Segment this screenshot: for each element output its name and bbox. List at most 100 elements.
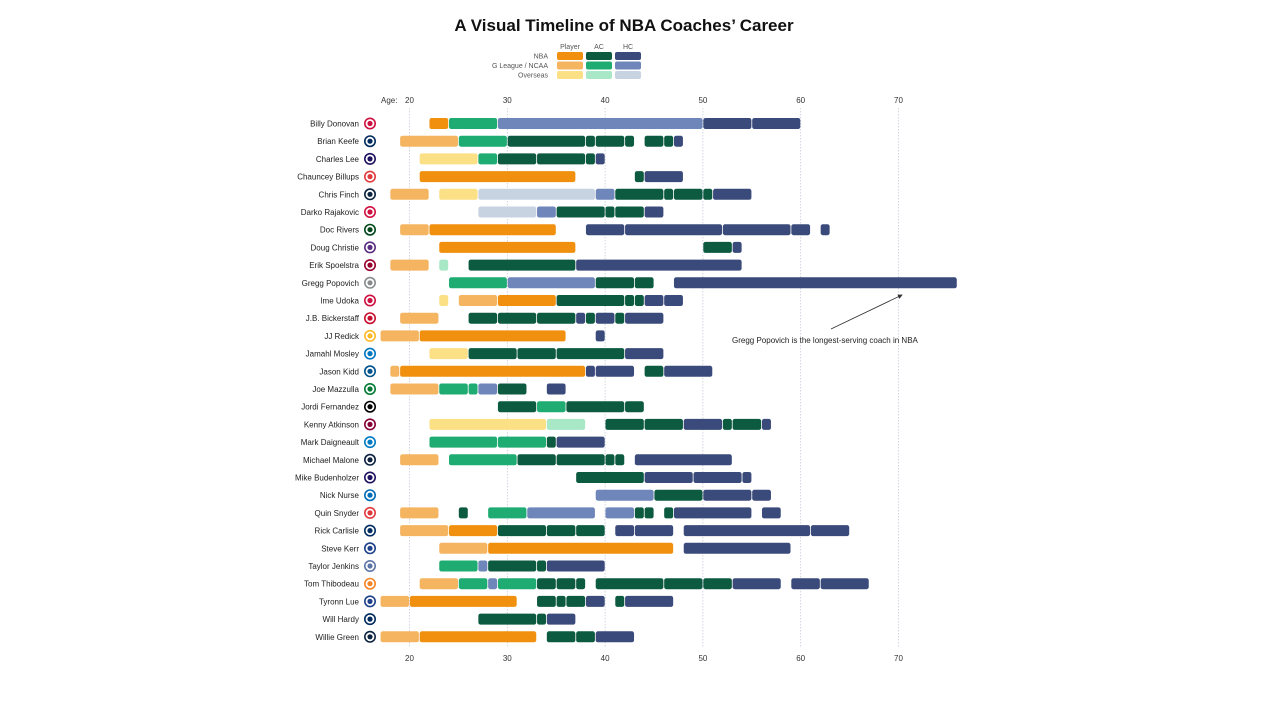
- legend-swatch-player-g-league-ncaa: [557, 61, 583, 70]
- coach-name: JJ Redick: [324, 332, 360, 341]
- coach-name: Rick Carlisle: [315, 527, 360, 536]
- coach-row-billy-donovan: Billy Donovan: [310, 117, 801, 130]
- coach-row-jordi-fernandez: Jordi Fernandez: [301, 400, 644, 413]
- chart-title: A Visual Timeline of NBA Coaches’ Career: [454, 16, 794, 35]
- team-logo-icon-center: [367, 404, 373, 410]
- career-bar-player-g-league-ncaa: [400, 525, 449, 537]
- coach-row-mike-budenholzer: Mike Budenholzer: [295, 471, 752, 484]
- legend-swatch-hc-overseas: [615, 71, 641, 79]
- team-logo-icon-center: [367, 634, 373, 640]
- career-bar-ac-nba: [605, 454, 615, 466]
- career-bar-ac-nba: [537, 578, 556, 590]
- career-bar-hc-nba: [644, 472, 693, 483]
- career-bar-player-nba: [449, 525, 498, 537]
- coach-name: Chris Finch: [319, 190, 359, 199]
- career-bar-player-nba: [439, 241, 576, 253]
- coach-name: Chauncey Billups: [297, 173, 359, 182]
- career-bar-ac-nba: [556, 578, 576, 590]
- bottom-tick-50: 50: [698, 654, 707, 663]
- career-bar-player-nba: [419, 330, 566, 342]
- career-bar-player-g-league-ncaa: [390, 259, 429, 271]
- career-bar-player-nba: [419, 171, 576, 183]
- coach-name: Mike Budenholzer: [295, 474, 359, 483]
- coach-name: Joe Mazzulla: [312, 385, 359, 394]
- career-bar-ac-nba: [625, 401, 644, 413]
- coach-row-jamahl-mosley: Jamahl Mosley: [306, 347, 664, 360]
- career-bar-ac-g-league-ncaa: [449, 277, 507, 289]
- career-bar-hc-g-league-ncaa: [488, 578, 498, 590]
- career-bar-ac-g-league-ncaa: [449, 454, 517, 466]
- team-logo-icon-center: [367, 510, 373, 516]
- career-bar-hc-nba: [683, 418, 723, 430]
- career-bar-hc-g-league-ncaa: [497, 118, 703, 129]
- coach-row-taylor-jenkins: Taylor Jenkins: [308, 559, 605, 572]
- career-bar-hc-nba: [546, 383, 566, 395]
- career-bar-ac-nba: [625, 295, 635, 306]
- career-bar-ac-nba: [605, 206, 615, 218]
- career-bar-ac-nba: [615, 312, 625, 324]
- team-logo-icon-center: [367, 156, 373, 162]
- coach-name: Jason Kidd: [319, 367, 359, 376]
- career-bar-ac-g-league-ncaa: [458, 135, 507, 147]
- coach-name: Erik Spoelstra: [309, 261, 359, 270]
- career-bar-hc-nba: [791, 224, 811, 236]
- top-tick-60: 60: [796, 96, 805, 105]
- career-bar-ac-nba: [673, 188, 703, 200]
- bottom-tick-40: 40: [601, 654, 610, 663]
- team-logo-icon-center: [367, 457, 373, 463]
- career-bar-ac-nba: [546, 436, 556, 448]
- career-bar-ac-nba: [507, 135, 586, 147]
- career-bar-hc-nba: [820, 224, 830, 236]
- chart-legend: Player AC HC NBA G League / NCAA Overseas: [492, 44, 641, 80]
- coach-row-j-b-bickerstaff: J.B. Bickerstaff: [306, 312, 664, 325]
- career-bar-hc-g-league-ncaa: [595, 188, 615, 200]
- career-bar-hc-nba: [703, 489, 752, 501]
- annotation-arrow: [830, 294, 903, 330]
- career-bar-hc-nba: [664, 365, 713, 377]
- career-bar-ac-nba: [644, 418, 683, 430]
- career-bar-ac-nba: [566, 401, 625, 413]
- career-bar-hc-nba: [732, 241, 742, 253]
- coach-name: Jordi Fernandez: [301, 403, 359, 412]
- coach-row-brian-keefe: Brian Keefe: [317, 135, 683, 148]
- career-bar-hc-nba: [595, 365, 635, 377]
- career-bar-player-nba: [409, 595, 517, 607]
- career-bar-ac-nba: [585, 153, 595, 165]
- career-bar-player-g-league-ncaa: [439, 542, 488, 554]
- coach-row-doug-christie: Doug Christie: [311, 241, 742, 254]
- career-bar-ac-nba: [517, 348, 556, 360]
- team-logo-icon-center: [367, 315, 373, 321]
- legend-swatch-ac-nba: [586, 52, 612, 60]
- career-bar-ac-nba: [576, 525, 605, 537]
- coach-row-jason-kidd: Jason Kidd: [319, 365, 713, 378]
- career-bar-ac-g-league-ncaa: [537, 401, 566, 413]
- career-bar-ac-nba: [458, 507, 468, 519]
- legend-header-hc: HC: [623, 44, 633, 51]
- career-bar-ac-nba: [576, 631, 595, 643]
- coach-name: Charles Lee: [316, 155, 360, 164]
- coach-name: Steve Kerr: [321, 544, 359, 553]
- career-bar-hc-nba: [644, 171, 683, 183]
- career-bar-player-g-league-ncaa: [400, 454, 439, 466]
- career-bar-hc-nba: [644, 206, 664, 218]
- coach-row-charles-lee: Charles Lee: [316, 152, 605, 165]
- legend-swatch-hc-g-league-ncaa: [615, 61, 641, 70]
- career-bar-hc-nba: [595, 631, 635, 643]
- team-logo-icon-center: [367, 120, 373, 127]
- career-bar-hc-overseas: [478, 206, 537, 218]
- career-bar-hc-nba: [546, 560, 605, 572]
- team-logo-icon-center: [367, 333, 373, 339]
- coach-row-chauncey-billups: Chauncey Billups: [297, 170, 683, 183]
- career-bar-hc-nba: [673, 135, 683, 147]
- career-bar-ac-nba: [537, 153, 586, 165]
- legend-swatch-player-nba: [557, 52, 583, 60]
- career-bar-hc-nba: [683, 542, 791, 554]
- coach-name: Ime Udoka: [320, 297, 359, 306]
- career-bar-ac-nba: [664, 578, 703, 590]
- team-logo-icon-center: [367, 492, 373, 498]
- career-bar-hc-nba: [615, 525, 635, 537]
- career-bar-hc-nba: [556, 436, 605, 448]
- career-bar-player-nba: [488, 542, 674, 554]
- career-bar-ac-nba: [664, 135, 674, 147]
